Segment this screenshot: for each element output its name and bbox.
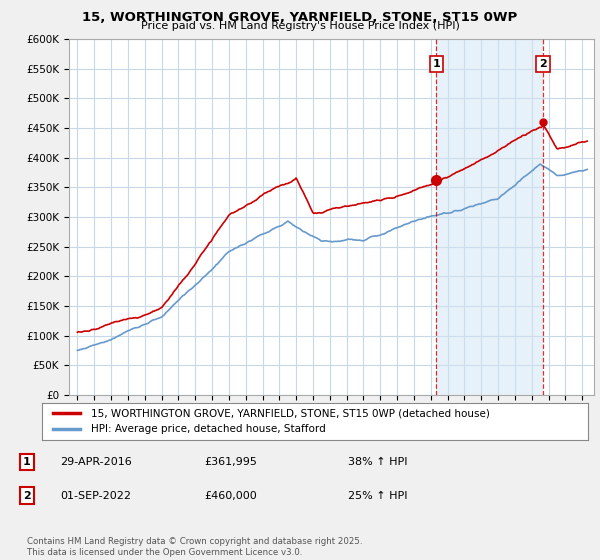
Text: Contains HM Land Registry data © Crown copyright and database right 2025.
This d: Contains HM Land Registry data © Crown c…: [27, 537, 362, 557]
Text: Price paid vs. HM Land Registry's House Price Index (HPI): Price paid vs. HM Land Registry's House …: [140, 21, 460, 31]
Text: 25% ↑ HPI: 25% ↑ HPI: [348, 491, 407, 501]
Text: £361,995: £361,995: [204, 457, 257, 467]
Text: HPI: Average price, detached house, Stafford: HPI: Average price, detached house, Staf…: [91, 424, 326, 435]
Bar: [436, 39, 543, 395]
Text: £460,000: £460,000: [204, 491, 257, 501]
Text: 2: 2: [539, 59, 547, 69]
Text: 15, WORTHINGTON GROVE, YARNFIELD, STONE, ST15 0WP (detached house): 15, WORTHINGTON GROVE, YARNFIELD, STONE,…: [91, 408, 490, 418]
Text: 38% ↑ HPI: 38% ↑ HPI: [348, 457, 407, 467]
Text: 15, WORTHINGTON GROVE, YARNFIELD, STONE, ST15 0WP: 15, WORTHINGTON GROVE, YARNFIELD, STONE,…: [82, 11, 518, 24]
Text: 01-SEP-2022: 01-SEP-2022: [60, 491, 131, 501]
Text: 1: 1: [23, 457, 31, 467]
Text: 2: 2: [23, 491, 31, 501]
Text: 29-APR-2016: 29-APR-2016: [60, 457, 132, 467]
Text: 1: 1: [433, 59, 440, 69]
